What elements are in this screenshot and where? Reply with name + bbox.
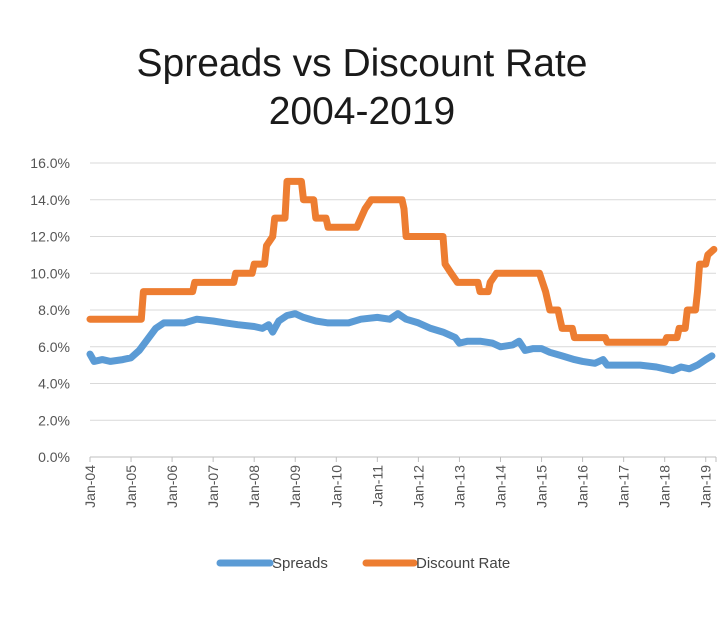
x-tick-label: Jan-10	[328, 465, 344, 508]
x-tick-label: Jan-05	[123, 465, 139, 508]
legend: Spreads Discount Rate	[216, 555, 510, 572]
x-tick-label: Jan-17	[616, 465, 632, 508]
x-tick-label: Jan-16	[575, 465, 591, 508]
y-tick-label: 14.0%	[30, 192, 70, 208]
x-tick-label: Jan-18	[657, 465, 673, 508]
x-tick-label: Jan-07	[205, 465, 221, 508]
legend-label-spreads: Spreads	[272, 555, 328, 572]
y-tick-label: 12.0%	[30, 229, 70, 245]
chart-title: Spreads vs Discount Rate 2004-2019	[0, 40, 724, 136]
y-tick-label: 10.0%	[30, 265, 70, 281]
chart-title-line1: Spreads vs Discount Rate	[136, 42, 588, 85]
y-tick-label: 0.0%	[38, 449, 70, 465]
legend-label-discount-rate: Discount Rate	[416, 555, 510, 572]
x-tick-label: Jan-15	[534, 465, 550, 508]
x-tick-label: Jan-19	[698, 465, 714, 508]
y-tick-label: 4.0%	[38, 376, 70, 392]
series-line-spreads	[86, 310, 716, 375]
x-tick-label: Jan-11	[369, 465, 385, 507]
y-axis: 0.0% 2.0% 4.0% 6.0% 8.0% 10.0% 12.0% 14.0% 16.0%	[30, 155, 70, 465]
y-tick-label: 8.0%	[38, 302, 70, 318]
x-tick-label: Jan-14	[492, 465, 508, 508]
x-tick-label: Jan-13	[451, 465, 467, 508]
x-tick-label: Jan-06	[164, 465, 180, 508]
series-lines	[86, 177, 718, 375]
x-tick-label: Jan-12	[410, 465, 426, 508]
x-tick-label: Jan-09	[287, 465, 303, 508]
chart-subtitle: 2004-2019	[268, 90, 456, 133]
series-line-discount-rate	[86, 177, 718, 346]
x-tick-label: Jan-04	[82, 465, 98, 508]
y-tick-label: 2.0%	[38, 412, 70, 428]
x-tick-label: Jan-08	[246, 465, 262, 508]
x-axis: Jan-04 Jan-05 Jan-06 Jan-07 Jan-08 Jan-09 Jan-…	[82, 457, 717, 508]
y-tick-label: 16.0%	[30, 155, 70, 171]
y-tick-label: 6.0%	[38, 339, 70, 355]
